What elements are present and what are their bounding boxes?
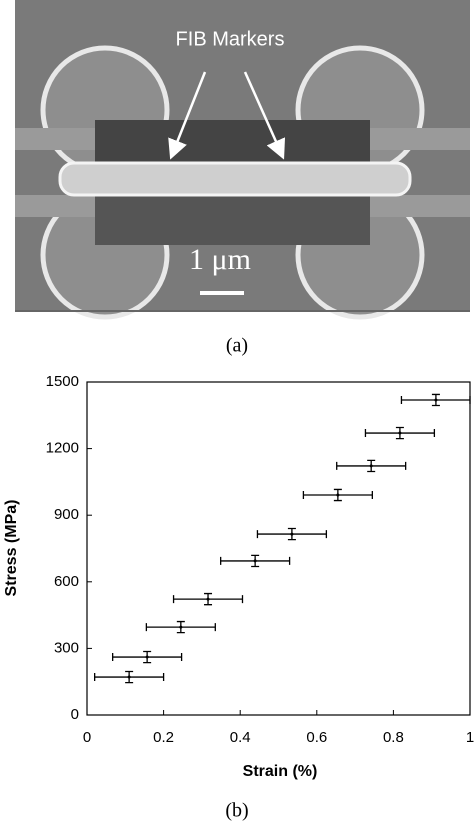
point [398, 431, 402, 435]
point [253, 559, 257, 563]
y-tick-label: 1500 [46, 373, 79, 390]
sem-image [15, 0, 470, 320]
x-axis-title: Strain (%) [243, 763, 318, 780]
plot-frame [86, 381, 471, 716]
point [336, 493, 340, 497]
x-tick-label: 0.2 [153, 729, 174, 746]
y-tick-label: 900 [54, 506, 79, 523]
point [179, 625, 183, 629]
point [206, 597, 210, 601]
y-tick-label: 0 [71, 706, 79, 723]
caption: (a) [226, 335, 248, 357]
scale-label: 1 μm [189, 243, 251, 276]
x-tick-label: 0.6 [306, 729, 327, 746]
caption: (b) [225, 800, 248, 822]
y-tick-label: 300 [54, 639, 79, 656]
annotation: FIB Markers [176, 28, 285, 50]
y-axis-title: Stress (MPa) [3, 500, 20, 597]
y-tick-label: 600 [54, 573, 79, 590]
y-tick-label: 1200 [46, 440, 79, 457]
x-tick-label: 0.8 [383, 729, 404, 746]
point [290, 532, 294, 536]
point [434, 398, 438, 402]
point [127, 675, 131, 679]
x-tick-label: 0 [83, 729, 91, 746]
point [369, 464, 373, 468]
x-tick-label: 1 [466, 729, 474, 746]
point [145, 655, 149, 659]
x-tick-label: 0.4 [230, 729, 251, 746]
